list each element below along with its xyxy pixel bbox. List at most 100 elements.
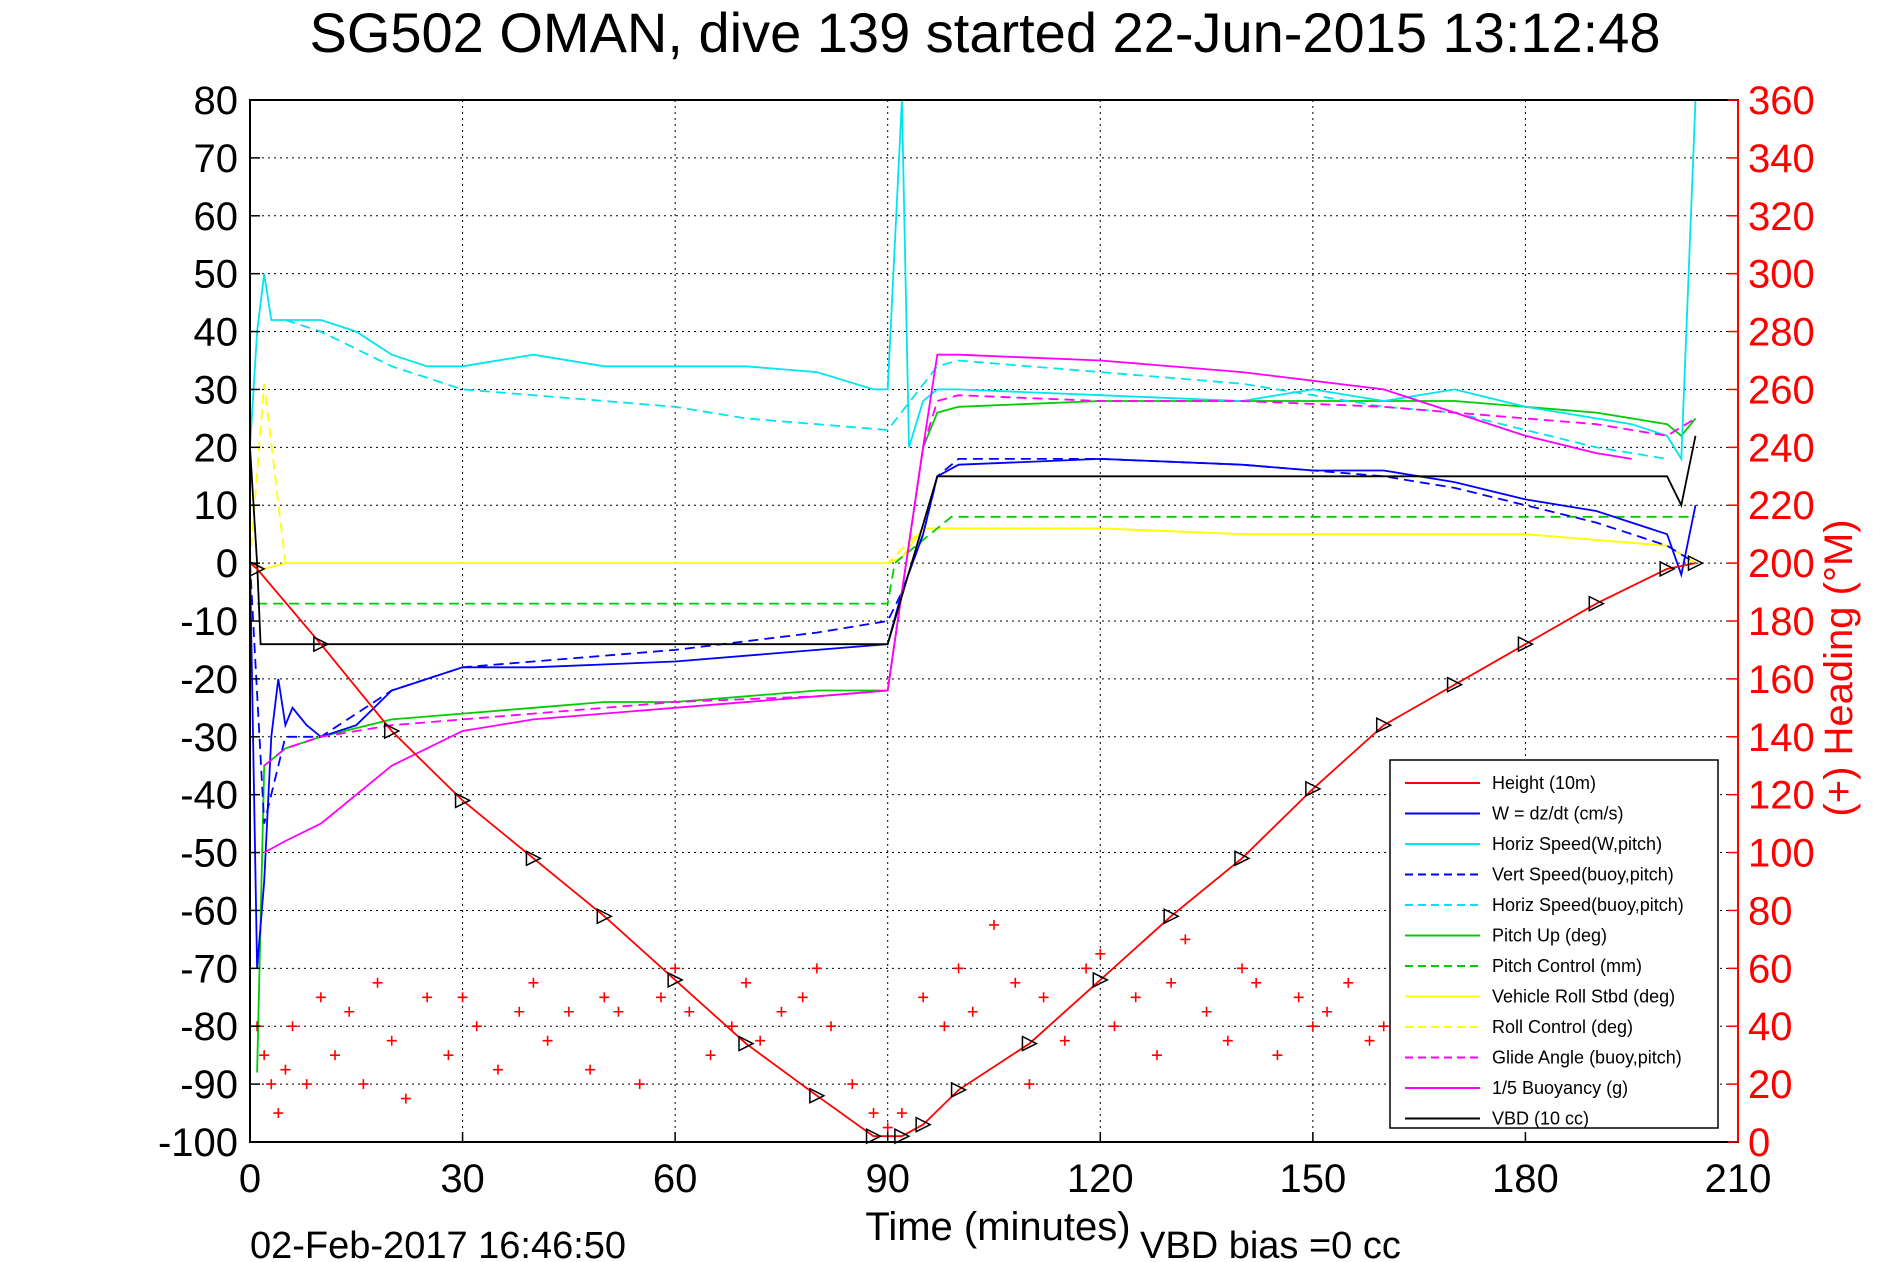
- legend-label: Horiz Speed(W,pitch): [1492, 834, 1662, 854]
- heading-point: [896, 1108, 907, 1119]
- height-marker: [1375, 716, 1393, 734]
- height-marker: [1021, 1035, 1039, 1052]
- heading-point: [918, 992, 929, 1003]
- x-tick-label: 60: [653, 1157, 698, 1201]
- heading-point: [705, 1050, 716, 1061]
- y-tick-label: 20: [194, 426, 239, 470]
- heading-point: [953, 963, 964, 974]
- heading-point: [655, 992, 666, 1003]
- legend-label: VBD (10 cc): [1492, 1109, 1589, 1129]
- heading-point: [1251, 977, 1262, 988]
- heading-point: [868, 1108, 879, 1119]
- heading-point: [287, 1021, 298, 1032]
- legend-label: Pitch Up (deg): [1492, 926, 1607, 946]
- heading-point: [1024, 1079, 1035, 1090]
- heading-point: [1293, 992, 1304, 1003]
- heading-markers: [252, 919, 1389, 1133]
- height-marker: [1092, 971, 1109, 989]
- series-line: [257, 515, 1696, 605]
- legend-label: Vert Speed(buoy,pitch): [1492, 865, 1674, 885]
- heading-point: [542, 1035, 553, 1046]
- height-marker: [1234, 850, 1251, 867]
- heading-point: [315, 992, 326, 1003]
- y2-tick-label: 340: [1748, 137, 1815, 181]
- height-marker: [865, 1127, 883, 1145]
- legend-label: W = dz/dt (cm/s): [1492, 804, 1624, 824]
- heading-point: [1378, 1021, 1389, 1032]
- y2-tick-label: 200: [1748, 542, 1815, 586]
- heading-point: [741, 977, 751, 988]
- x-tick-label: 0: [239, 1157, 261, 1201]
- height-marker: [1588, 595, 1605, 612]
- legend-label: Vehicle Roll Stbd (deg): [1492, 987, 1675, 1007]
- y-tick-label: 50: [194, 253, 239, 297]
- heading-point: [634, 1079, 645, 1090]
- x-axis-label: Time (minutes): [865, 1205, 1130, 1249]
- height-marker: [1163, 908, 1180, 925]
- heading-point: [1307, 1021, 1318, 1032]
- heading-point: [670, 963, 681, 974]
- height-marker: [1305, 780, 1322, 798]
- heading-point: [797, 992, 808, 1003]
- legend-label: 1/5 Buoyancy (g): [1492, 1078, 1628, 1098]
- heading-point: [1010, 977, 1021, 988]
- heading-point: [280, 1064, 291, 1075]
- legend-label: Glide Angle (buoy,pitch): [1492, 1048, 1682, 1068]
- y-tick-label: -10: [180, 600, 238, 644]
- series-line: [250, 435, 1697, 646]
- y-tick-label: 40: [194, 311, 239, 355]
- heading-point: [1109, 1021, 1120, 1032]
- height-marker: [1446, 676, 1464, 693]
- heading-point: [273, 1108, 284, 1119]
- y-tick-label: -70: [180, 947, 238, 991]
- y-tick-label: 70: [194, 137, 239, 181]
- height-marker: [738, 1035, 755, 1052]
- height-marker: [525, 850, 543, 867]
- heading-point: [372, 977, 383, 988]
- heading-point: [259, 1050, 270, 1061]
- y2-tick-label: 220: [1748, 484, 1815, 528]
- heading-point: [1059, 1035, 1070, 1046]
- footer-note: VBD bias =0 cc: [1140, 1225, 1401, 1262]
- heading-point: [514, 1006, 525, 1017]
- heading-point: [613, 1006, 624, 1017]
- y-tick-label: 10: [194, 484, 239, 528]
- y2-axis-label: (+) Heading (°M): [1817, 519, 1861, 816]
- heading-point: [330, 1050, 341, 1061]
- heading-point: [1151, 1050, 1162, 1061]
- heading-point: [563, 1006, 574, 1017]
- x-tick-label: 30: [440, 1157, 485, 1201]
- y2-tick-label: 20: [1748, 1063, 1793, 1107]
- heading-point: [967, 1006, 978, 1017]
- legend-label: Height (10m): [1492, 773, 1596, 793]
- y2-tick-label: 60: [1748, 947, 1793, 991]
- series-line: [285, 319, 1668, 460]
- series-line: [250, 100, 1697, 462]
- height-marker: [809, 1087, 826, 1104]
- y-tick-label: -20: [180, 658, 238, 702]
- y2-tick-label: 300: [1748, 253, 1815, 297]
- legend-box: [1389, 759, 1719, 1129]
- heading-point: [989, 919, 999, 930]
- y-tick-label: 30: [194, 368, 239, 412]
- series-line: [250, 383, 1696, 564]
- heading-point: [1201, 1006, 1212, 1017]
- heading-point: [528, 977, 539, 988]
- x-tick-label: 90: [865, 1157, 910, 1201]
- y2-tick-label: 140: [1748, 716, 1815, 760]
- y2-tick-label: 100: [1748, 832, 1815, 876]
- heading-point: [1222, 1035, 1233, 1046]
- height-marker: [1659, 560, 1676, 578]
- y-tick-label: -90: [180, 1063, 238, 1107]
- height-marker: [950, 1081, 968, 1099]
- x-tick-label: 120: [1067, 1157, 1134, 1201]
- y2-tick-label: 180: [1748, 600, 1815, 644]
- x-tick-label: 210: [1705, 1157, 1772, 1201]
- heading-point: [684, 1006, 695, 1017]
- heading-point: [422, 992, 433, 1003]
- height-marker: [1517, 635, 1535, 653]
- heading-point: [457, 992, 468, 1003]
- heading-point: [755, 1035, 766, 1046]
- y2-tick-label: 80: [1748, 889, 1793, 933]
